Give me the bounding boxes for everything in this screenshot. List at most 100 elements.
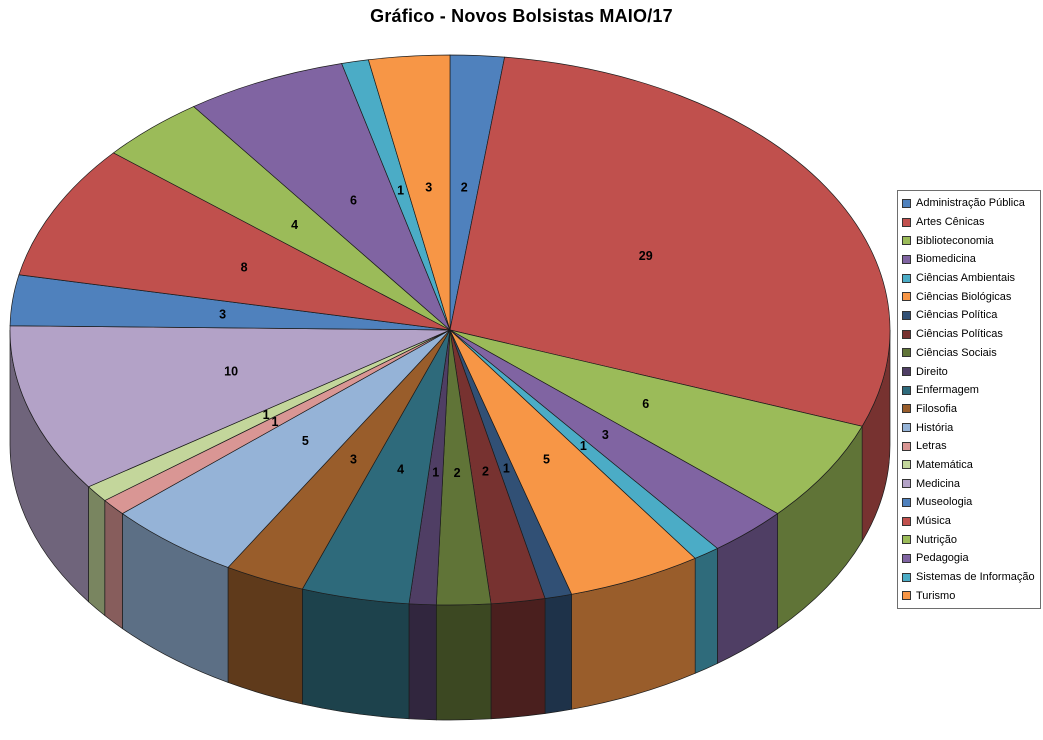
data-label: 3 — [350, 453, 357, 467]
legend-item: Administração Pública — [902, 194, 1036, 213]
legend-label: Sistemas de Informação — [916, 571, 1035, 584]
legend-label: Direito — [916, 365, 948, 378]
legend-item: Ciências Biológicas — [902, 287, 1036, 306]
legend-label: Ciências Política — [916, 309, 998, 322]
legend: Administração Pública Artes Cênicas Biblio… — [897, 190, 1041, 610]
pie-slice — [18, 152, 451, 331]
data-label: 3 — [425, 181, 432, 195]
legend-item: Filosofia — [902, 400, 1036, 419]
legend-label: Nutrição — [916, 533, 957, 546]
legend-swatch — [902, 292, 911, 302]
legend-label: Pedagogia — [916, 552, 969, 565]
legend-swatch — [902, 310, 911, 320]
legend-swatch — [902, 591, 911, 601]
data-label: 4 — [397, 463, 404, 477]
legend-swatch — [902, 423, 911, 433]
pie-slice-side — [490, 598, 546, 720]
legend-item: Enfermagem — [902, 381, 1036, 400]
legend-swatch — [902, 367, 911, 377]
legend-item: Ciências Políticas — [902, 325, 1036, 344]
legend-label: Artes Cênicas — [916, 216, 985, 229]
data-label: 3 — [602, 428, 609, 442]
legend-swatch — [902, 516, 911, 526]
legend-label: Enfermagem — [916, 384, 979, 397]
legend-swatch — [902, 553, 911, 563]
data-label: 5 — [543, 453, 550, 467]
data-label: 2 — [461, 180, 468, 194]
data-label: 4 — [291, 218, 298, 232]
data-label: 2 — [454, 466, 461, 480]
legend-item: Pedagogia — [902, 549, 1036, 568]
legend-label: Filosofia — [916, 402, 957, 415]
legend-item: Artes Cênicas — [902, 213, 1036, 232]
legend-swatch — [902, 273, 911, 283]
legend-swatch — [902, 217, 911, 227]
data-label: 1 — [580, 439, 587, 453]
pie-slice — [449, 56, 891, 427]
legend-item: Biblioteconomia — [902, 231, 1036, 250]
legend-label: Museologia — [916, 496, 973, 509]
legend-label: Ciências Políticas — [916, 328, 1003, 341]
data-label: 6 — [350, 193, 357, 207]
legend-item: Ciências Sociais — [902, 344, 1036, 363]
legend-label: Medicina — [916, 477, 961, 490]
legend-item: Sistemas de Informação — [902, 568, 1036, 587]
pie-slice-side — [408, 603, 437, 721]
legend-swatch — [902, 348, 911, 358]
legend-label: Música — [916, 515, 951, 528]
legend-item: História — [902, 418, 1036, 437]
legend-swatch — [902, 572, 911, 582]
legend-label: Biblioteconomia — [916, 234, 994, 247]
legend-item: Letras — [902, 437, 1036, 456]
legend-swatch — [902, 236, 911, 246]
legend-swatch — [902, 404, 911, 414]
legend-item: Biomedicina — [902, 250, 1036, 269]
data-label: 2 — [482, 464, 489, 478]
legend-label: Ciências Biológicas — [916, 290, 1012, 303]
legend-item: Direito — [902, 362, 1036, 381]
legend-label: Matemática — [916, 458, 973, 471]
legend-label: Administração Pública — [916, 197, 1025, 210]
pie-slice-side — [88, 485, 106, 617]
pie-slice-side — [227, 566, 303, 705]
pie-slice — [367, 54, 451, 331]
legend-swatch — [902, 254, 911, 264]
data-label: 1 — [432, 466, 439, 480]
legend-item: Nutrição — [902, 530, 1036, 549]
data-label: 1 — [397, 183, 404, 197]
data-label: 8 — [241, 261, 248, 275]
legend-swatch — [902, 198, 911, 208]
pie-slice — [192, 63, 451, 331]
legend-swatch — [902, 329, 911, 339]
data-label: 1 — [263, 408, 270, 422]
legend-item: Turismo — [902, 586, 1036, 605]
data-label: 5 — [302, 434, 309, 448]
legend-swatch — [902, 385, 911, 395]
data-label: 10 — [224, 365, 238, 379]
legend-item: Matemática — [902, 456, 1036, 475]
legend-swatch — [902, 535, 911, 545]
legend-item: Música — [902, 512, 1036, 531]
legend-label: Ciências Ambientais — [916, 272, 1016, 285]
legend-label: Biomedicina — [916, 253, 976, 266]
legend-swatch — [902, 460, 911, 470]
chart-title: Gráfico - Novos Bolsistas MAIO/17 — [370, 6, 673, 26]
pie-slice-side — [694, 547, 718, 674]
legend-swatch — [902, 479, 911, 489]
legend-label: História — [916, 421, 954, 434]
pie-slice-side — [435, 603, 492, 721]
pie-slice-side — [302, 588, 410, 720]
data-label: 1 — [503, 462, 510, 476]
data-label: 1 — [272, 415, 279, 429]
legend-swatch — [902, 441, 911, 451]
legend-label: Ciências Sociais — [916, 346, 997, 359]
pie-slice-side — [544, 593, 572, 714]
pie-slice — [9, 325, 451, 488]
legend-item: Medicina — [902, 474, 1036, 493]
data-label: 6 — [642, 397, 649, 411]
legend-item: Museologia — [902, 493, 1036, 512]
legend-item: Ciências Ambientais — [902, 269, 1036, 288]
data-label: 3 — [219, 307, 226, 321]
